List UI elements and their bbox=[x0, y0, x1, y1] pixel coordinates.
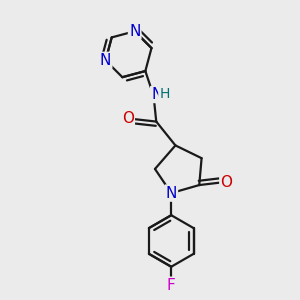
Text: N: N bbox=[100, 53, 111, 68]
Text: O: O bbox=[122, 111, 134, 126]
Text: N: N bbox=[166, 186, 177, 201]
Text: N: N bbox=[129, 24, 140, 39]
Text: F: F bbox=[167, 278, 176, 293]
Text: N: N bbox=[151, 87, 163, 102]
Text: O: O bbox=[220, 175, 232, 190]
Text: H: H bbox=[159, 88, 170, 101]
